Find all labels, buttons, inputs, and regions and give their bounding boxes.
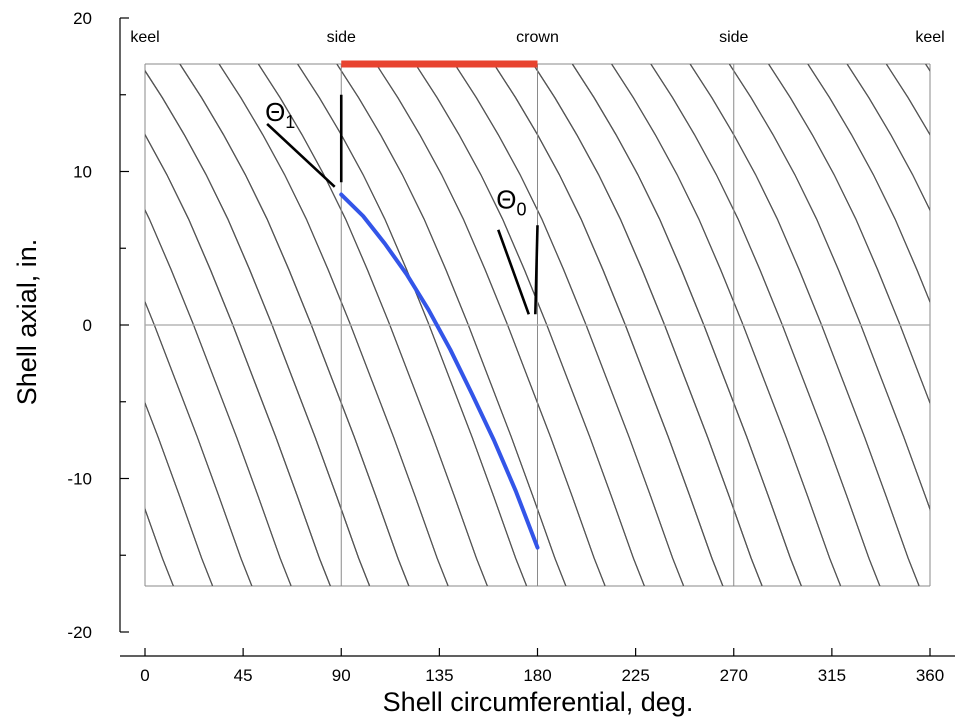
x-tick-label: 315 xyxy=(818,666,846,685)
shell-curve xyxy=(145,133,331,586)
position-label: keel xyxy=(915,29,944,46)
y-tick-label: 20 xyxy=(73,9,92,28)
shell-curve xyxy=(145,208,292,586)
annotation-line xyxy=(266,122,336,188)
x-tick-label: 90 xyxy=(332,666,351,685)
annotation-theta-1: Θ1 xyxy=(265,94,343,188)
y-tick-label: -20 xyxy=(67,623,92,642)
annotation-line xyxy=(534,225,539,315)
y-tick-label: -10 xyxy=(67,470,92,489)
axes xyxy=(119,17,955,657)
y-axis-title: Shell axial, in. xyxy=(12,239,42,406)
shell-curve xyxy=(885,64,930,136)
shell-curve xyxy=(454,64,685,586)
x-tick-label: 180 xyxy=(523,666,551,685)
labels: Shell circumferential, deg. Shell axial,… xyxy=(12,9,945,717)
shell-curve xyxy=(257,64,488,586)
annotation-subscript: 0 xyxy=(516,199,526,219)
gridlines xyxy=(145,64,930,586)
shell-curve xyxy=(728,64,930,511)
y-tick-label: 0 xyxy=(83,316,92,335)
series-layer xyxy=(339,60,540,550)
shell-curve xyxy=(179,64,410,586)
annotation-subscript: 1 xyxy=(285,112,295,132)
x-tick-label: 360 xyxy=(916,666,944,685)
family-curves-clipped xyxy=(145,64,930,586)
shell-curve xyxy=(218,64,449,586)
x-axis-title: Shell circumferential, deg. xyxy=(383,687,694,717)
shell-curve xyxy=(689,64,920,586)
shell-curve xyxy=(375,64,606,586)
x-tick-label: 45 xyxy=(234,666,253,685)
shell-curve xyxy=(145,401,214,586)
annotation-line xyxy=(497,229,531,315)
annotation-label: Θ1 xyxy=(265,97,295,132)
shell-curve xyxy=(768,64,930,405)
shell-curve xyxy=(611,64,842,586)
shell-curve xyxy=(145,69,371,586)
position-label: side xyxy=(327,29,356,46)
x-tick-label: 270 xyxy=(720,666,748,685)
shell-curve xyxy=(846,64,930,212)
shell-curve xyxy=(336,64,567,586)
shell-curve xyxy=(297,64,528,586)
position-label: side xyxy=(719,29,748,46)
shell-curve xyxy=(650,64,881,586)
position-label: crown xyxy=(516,29,559,46)
series-line xyxy=(339,192,540,550)
shell-curve xyxy=(925,64,930,72)
x-tick-label: 225 xyxy=(621,666,649,685)
shell-curve xyxy=(571,64,802,586)
shell-curve xyxy=(145,300,253,586)
annotations: Θ1 Θ0 xyxy=(265,94,539,315)
shell-curve xyxy=(925,64,930,72)
shell-curve xyxy=(532,64,763,586)
y-tick-label: 10 xyxy=(73,163,92,182)
shell-curve xyxy=(925,64,930,72)
annotation-label: Θ0 xyxy=(496,184,526,219)
shell-family-curves xyxy=(145,64,930,586)
position-label: keel xyxy=(130,29,159,46)
shell-curve xyxy=(807,64,930,304)
annotation-theta-0: Θ0 xyxy=(496,184,539,315)
shell-curve xyxy=(493,64,724,586)
x-tick-label: 135 xyxy=(425,666,453,685)
x-tick-label: 0 xyxy=(140,666,149,685)
